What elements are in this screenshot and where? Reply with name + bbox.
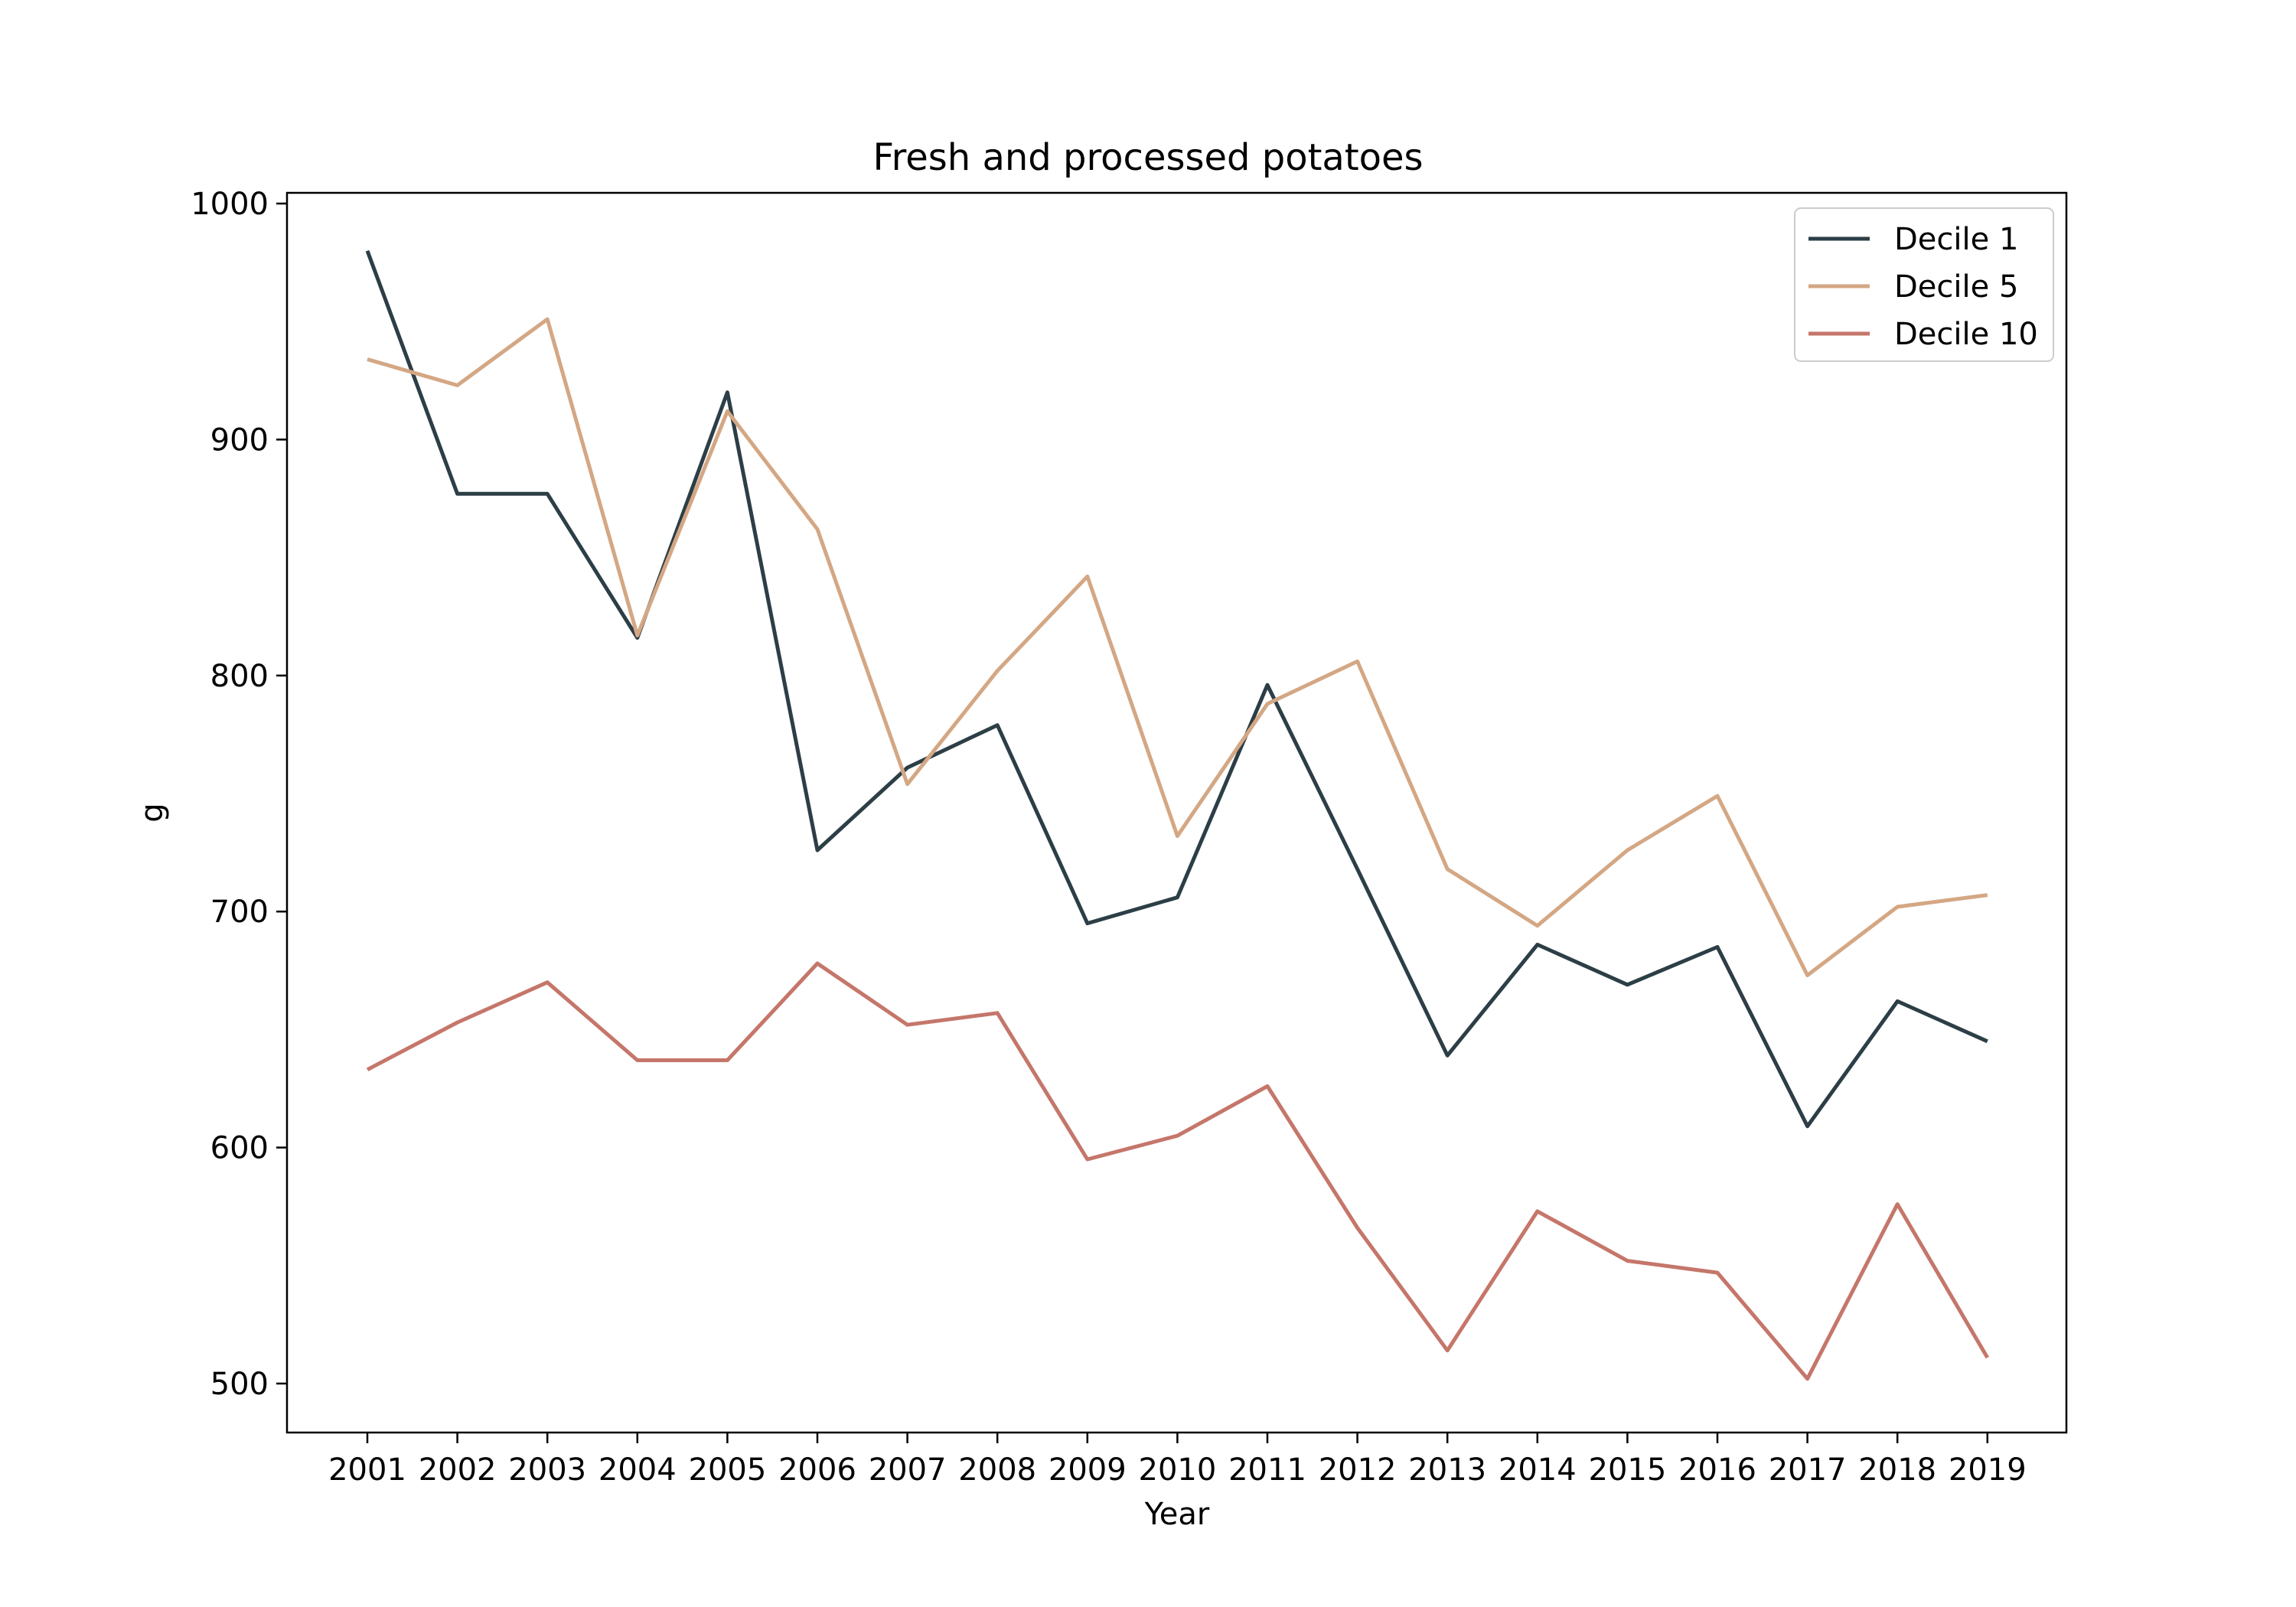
x-axis-title: Year [1144,1497,1210,1532]
x-tick-label: 2001 [328,1452,406,1488]
x-tick-label: 2018 [1858,1452,1936,1488]
x-tick-label: 2007 [869,1452,947,1488]
chart-title: Fresh and processed potatoes [872,136,1423,179]
y-tick-label: 600 [210,1131,269,1166]
y-tick-label: 1000 [191,187,269,222]
legend-label: Decile 1 [1894,222,2018,257]
x-tick-label: 2017 [1769,1452,1847,1488]
x-tick-label: 2016 [1678,1452,1756,1488]
x-tick-label: 2013 [1408,1452,1486,1488]
series-line-decile-1 [365,249,1988,1129]
legend: Decile 1 Decile 5 Decile 10 [1794,207,2054,362]
x-tick-label: 2011 [1228,1452,1306,1488]
y-axis-title: g [135,803,170,822]
x-tick-label: 2005 [689,1452,767,1488]
x-tick-label: 2019 [1949,1452,2027,1488]
y-tick-label: 800 [210,659,269,694]
x-tick-label: 2008 [958,1452,1036,1488]
plot-frame [285,191,2068,1434]
series-line-decile-10 [366,961,1989,1381]
legend-box [1794,207,2054,362]
x-tick-label: 2004 [598,1452,677,1488]
x-tick-label: 2014 [1499,1452,1577,1488]
y-tick-label: 700 [210,895,269,930]
x-tick-label: 2002 [419,1452,497,1488]
legend-label: Decile 5 [1894,269,2018,305]
x-tick-label: 2003 [508,1452,586,1488]
y-tick-label: 900 [210,422,269,458]
x-tick-label: 2010 [1139,1452,1217,1488]
y-tick-label: 500 [210,1367,269,1402]
x-tick-label: 2006 [778,1452,856,1488]
legend-label: Decile 10 [1894,317,2038,352]
series-line-decile-5 [367,317,1988,977]
x-tick-label: 2009 [1049,1452,1127,1488]
x-tick-label: 2012 [1319,1452,1397,1488]
x-tick-label: 2015 [1589,1452,1667,1488]
